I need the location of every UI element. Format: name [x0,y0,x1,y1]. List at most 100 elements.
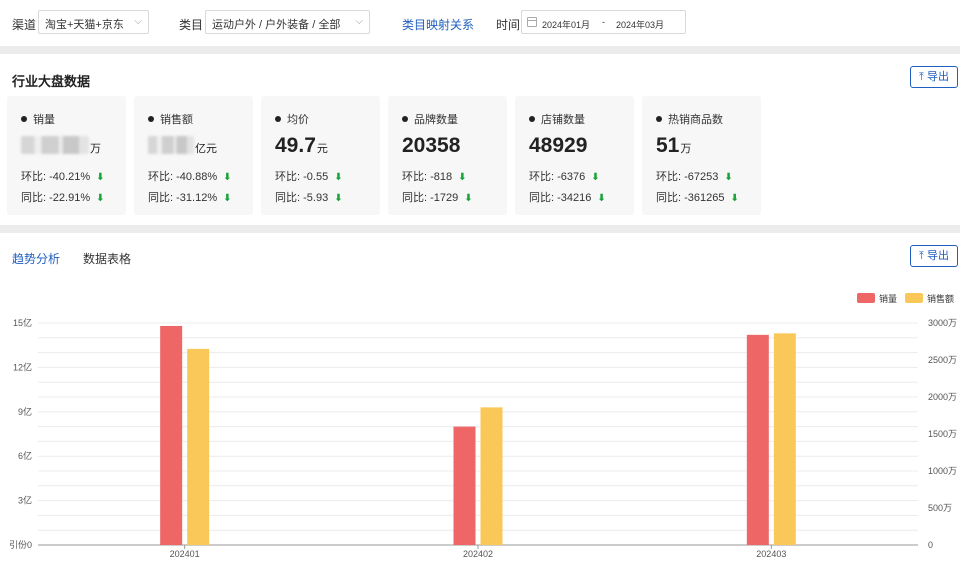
x-tick-label: 202402 [463,549,493,559]
metric-yoy: 同比: -22.91% ⬇ [21,192,105,204]
export-icon: ⤒ [919,71,924,83]
metric-card-avg-price: 均价 49.7元 环比: -0.55 ⬇ 同比: -5.93 ⬇ [261,96,380,215]
metric-mom: 环比: -40.88% ⬇ [148,171,232,183]
masked-value [21,136,89,154]
metric-name: 均价 [287,114,309,126]
filter-bar: 渠道 淘宝+天猫+京东 ⌵ 类目 运动户外 / 户外装备 / 全部 ⌵ 类目映射… [0,0,960,46]
bullet-icon [656,116,662,122]
metric-name: 销售额 [160,114,193,126]
legend-item-sales-volume[interactable]: 销量 [857,292,897,305]
export-button[interactable]: ⤒ 导出 [910,245,958,267]
metric-yoy: 同比: -5.93 ⬇ [275,192,343,204]
trend-analysis-card: 趋势分析 数据表格 ⤒ 导出 销量 销售额 15亿 12亿 9亿 6亿 3亿 引份0 300… [0,233,960,569]
metric-name: 品牌数量 [414,114,458,126]
tab-data-table[interactable]: 数据表格 [83,252,132,266]
metric-card-sales-volume: 销量 万 环比: -40.21% ⬇ 同比: -22.91% ⬇ [7,96,126,215]
chevron-down-icon: ⌵ [355,16,363,27]
bar-sales-volume [453,426,476,545]
metric-value: 亿元 [148,134,217,158]
industry-overview-card: 行业大盘数据 ⤒ 导出 销量 万 环比: -40.21% ⬇ 同比: -22.91… [0,54,960,225]
date-end[interactable]: 2024年03月 [616,20,665,30]
arrow-down-icon: ⬇ [96,172,105,183]
legend-swatch [905,293,923,303]
bar-sales-amount [773,333,796,545]
y-right-tick-label: 0 [928,540,933,550]
bullet-icon [275,116,281,122]
bar-sales-amount [480,407,503,545]
category-mapping-link[interactable]: 类目映射关系 [402,18,475,32]
chevron-down-icon: ⌵ [134,16,142,27]
category-select[interactable]: 运动户外 / 户外装备 / 全部 ⌵ [205,10,370,34]
arrow-down-icon: ⬇ [724,172,733,183]
legend-swatch [857,293,875,303]
metric-card-brand-count: 品牌数量 20358 环比: -818 ⬇ 同比: -1729 ⬇ [388,96,507,215]
x-tick-label: 202403 [756,549,786,559]
channel-select[interactable]: 淘宝+天猫+京东 ⌵ [38,10,149,34]
y-right-tick-label: 500万 [928,503,952,513]
y-left-tick-label: 6亿 [18,450,32,461]
export-label: 导出 [926,250,949,262]
arrow-down-icon: ⬇ [730,193,739,204]
metric-unit: 万 [90,143,101,155]
y-left-tick-label: 12亿 [13,361,32,372]
export-icon: ⤒ [919,250,924,262]
arrow-down-icon: ⬇ [334,172,343,183]
bullet-icon [529,116,535,122]
metric-yoy: 同比: -1729 ⬇ [402,192,473,204]
metric-name: 销量 [33,114,55,126]
bar-sales-amount [187,348,210,545]
metric-mom: 环比: -40.21% ⬇ [21,171,105,183]
metric-mom: 环比: -67253 ⬇ [656,171,733,183]
y-right-tick-label: 1000万 [928,466,957,476]
arrow-down-icon: ⬇ [223,193,232,204]
metric-card-store-count: 店铺数量 48929 环比: -6376 ⬇ 同比: -34216 ⬇ [515,96,634,215]
arrow-down-icon: ⬇ [96,193,105,204]
bullet-icon [402,116,408,122]
metric-card-hot-products: 热销商品数 51万 环比: -67253 ⬇ 同比: -361265 ⬇ [642,96,761,215]
metric-mom: 环比: -0.55 ⬇ [275,171,343,183]
metric-yoy: 同比: -31.12% ⬇ [148,192,232,204]
metric-value: 20358 [402,134,461,157]
date-separator: - [602,17,605,27]
metric-mom: 环比: -818 ⬇ [402,171,467,183]
metric-unit: 万 [680,143,692,155]
metric-card-sales-amount: 销售额 亿元 环比: -40.88% ⬇ 同比: -31.12% ⬇ [134,96,253,215]
channel-select-value: 淘宝+天猫+京东 [45,19,124,31]
metric-yoy: 同比: -34216 ⬇ [529,192,606,204]
bar-sales-volume [160,325,183,545]
metric-name: 热销商品数 [668,114,723,126]
legend-item-sales-amount[interactable]: 销售额 [905,292,954,305]
arrow-down-icon: ⬇ [334,193,343,204]
arrow-down-icon: ⬇ [591,172,600,183]
date-start[interactable]: 2024年01月 [542,20,591,30]
y-left-tick-label: 9亿 [18,406,32,417]
date-range-picker[interactable]: 2024年01月 - 2024年03月 [521,10,686,34]
arrow-down-icon: ⬇ [597,193,606,204]
y-right-tick-label: 1500万 [928,429,957,439]
tab-trend-analysis[interactable]: 趋势分析 [12,252,61,266]
y-left-tick-label: 引份0 [9,539,32,550]
channel-label: 渠道 [12,18,37,32]
y-right-tick-label: 2000万 [928,392,957,402]
arrow-down-icon: ⬇ [464,193,473,204]
x-tick-label: 202401 [170,549,200,559]
bar-sales-volume [746,334,769,545]
metric-name: 店铺数量 [541,114,585,126]
y-left-tick-label: 3亿 [18,495,32,506]
bullet-icon [148,116,154,122]
metric-value: 49.7元 [275,134,328,157]
arrow-down-icon: ⬇ [458,172,467,183]
export-button[interactable]: ⤒ 导出 [910,66,958,88]
category-select-value: 运动户外 / 户外装备 / 全部 [212,19,341,31]
category-label: 类目 [179,18,204,32]
bullet-icon [21,116,27,122]
masked-value [148,136,194,154]
time-label: 时间 [496,18,521,32]
y-right-tick-label: 3000万 [928,318,957,328]
arrow-down-icon: ⬇ [223,172,232,183]
section-title: 行业大盘数据 [12,74,91,89]
y-right-tick-label: 2500万 [928,355,957,365]
calendar-icon [527,17,537,27]
metric-value: 万 [21,134,101,158]
